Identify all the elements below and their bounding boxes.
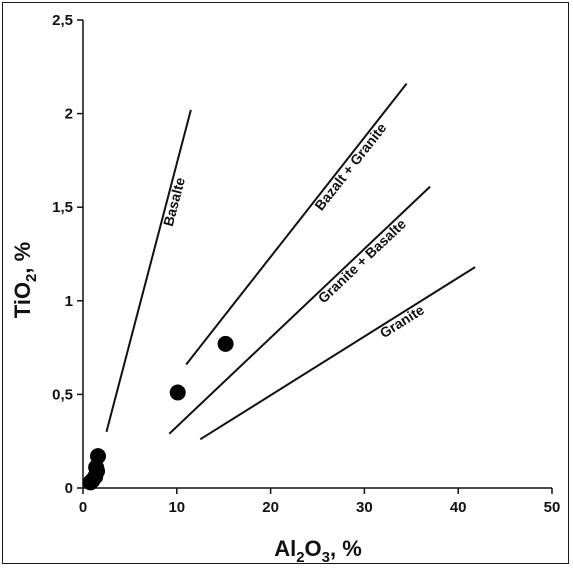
data-point	[217, 335, 234, 352]
reference-line-label: Bazalt + Granite	[311, 120, 389, 214]
y-tick-label: 0	[65, 480, 73, 497]
reference-line	[105, 109, 192, 433]
x-tick-label: 20	[262, 499, 279, 516]
x-axis-title: Al2O3, %	[274, 536, 362, 566]
x-tick-label: 50	[544, 499, 561, 516]
y-axis-title: TiO2, %	[10, 242, 40, 318]
x-tick-label: 10	[168, 499, 185, 516]
data-point	[169, 384, 186, 401]
reference-line	[199, 266, 476, 441]
y-tick-label: 1	[65, 293, 73, 310]
reference-line-label: Granite + Basalte	[315, 215, 409, 306]
x-tick-label: 30	[356, 499, 373, 516]
data-point	[90, 448, 107, 465]
reference-line-label: Basalte	[160, 175, 188, 227]
y-tick-label: 0,5	[52, 386, 73, 403]
reference-line	[168, 185, 431, 435]
x-tick-label: 0	[79, 499, 87, 516]
y-tick-label: 2	[65, 106, 73, 123]
reference-line-label: Granite	[377, 301, 427, 341]
y-tick-label: 2,5	[52, 12, 73, 29]
x-tick-label: 40	[450, 499, 467, 516]
reference-line	[185, 83, 408, 366]
y-tick-label: 1,5	[52, 199, 73, 216]
